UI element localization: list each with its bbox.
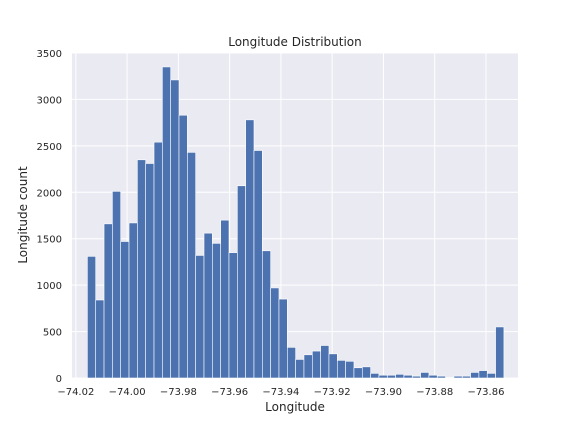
histogram-bar <box>153 141 163 379</box>
histogram-bar <box>420 372 430 379</box>
histogram-bar <box>128 222 138 379</box>
x-tick-label: −74.00 <box>109 387 146 398</box>
histogram-bar <box>428 374 438 379</box>
histogram-bar <box>287 347 296 379</box>
histogram-bar <box>328 353 338 379</box>
histogram-bar <box>436 375 446 379</box>
y-tick-label: 1500 <box>37 235 62 246</box>
x-tick-label: −73.88 <box>416 387 453 398</box>
histogram-bar <box>303 354 313 379</box>
histogram-bar <box>486 373 496 379</box>
histogram-bar <box>495 326 505 379</box>
x-axis-label: Longitude <box>265 400 325 414</box>
y-axis-label: Longitude count <box>16 166 30 264</box>
histogram-bar <box>411 375 421 379</box>
histogram-bar <box>395 373 405 379</box>
histogram-bar <box>320 345 330 379</box>
x-tick-label: −73.92 <box>314 387 351 398</box>
histogram-bar <box>461 375 471 379</box>
x-tick-label: −73.96 <box>211 387 248 398</box>
y-tick-label: 1000 <box>37 281 62 292</box>
histogram-bar <box>470 372 480 379</box>
histogram-bar <box>378 374 388 379</box>
histogram-bar <box>278 298 288 379</box>
histogram-bar <box>162 66 171 379</box>
y-tick-label: 500 <box>43 328 62 339</box>
chart-title: Longitude Distribution <box>228 35 362 49</box>
histogram-bar <box>120 241 130 379</box>
histogram-bar <box>212 243 221 379</box>
x-tick-label: −73.94 <box>262 387 299 398</box>
y-tick-label: 2000 <box>37 188 62 199</box>
histogram-bars <box>87 66 505 379</box>
x-tick-labels: −74.02 −74.00 −73.98 −73.96 −73.94 −73.92 −73.… <box>57 387 504 398</box>
histogram-bar <box>195 255 205 379</box>
histogram-bar <box>295 359 305 379</box>
histogram-bar <box>137 159 146 379</box>
histogram-bar <box>253 150 263 379</box>
histogram-bar <box>361 366 371 379</box>
histogram-bar <box>228 252 238 379</box>
histogram-bar <box>386 374 396 379</box>
histogram-bar <box>145 163 155 379</box>
histogram-bar <box>112 191 122 379</box>
y-tick-labels: 0 500 1000 1500 2000 2500 3000 3500 <box>37 49 62 385</box>
histogram-bar <box>245 119 255 379</box>
histogram-bar <box>312 350 321 379</box>
histogram-bar <box>478 370 488 379</box>
histogram-bar <box>237 185 246 379</box>
histogram-bar <box>336 360 346 379</box>
histogram-bar <box>170 79 180 379</box>
histogram-bar <box>95 299 105 379</box>
x-tick-label: −73.98 <box>160 387 197 398</box>
y-tick-label: 3500 <box>37 49 62 60</box>
histogram-bar <box>403 374 413 379</box>
histogram-bar <box>203 232 213 379</box>
histogram-bar <box>87 256 97 379</box>
histogram-bar <box>262 250 271 379</box>
histogram-bar <box>178 114 188 379</box>
histogram-bar <box>270 287 280 379</box>
histogram-bar <box>370 373 380 379</box>
x-tick-label: −73.90 <box>365 387 402 398</box>
x-tick-label: −73.86 <box>467 387 504 398</box>
x-tick-label: −74.02 <box>57 387 94 398</box>
histogram-bar <box>453 375 463 379</box>
y-tick-label: 0 <box>56 374 62 385</box>
histogram-bar <box>345 360 355 379</box>
histogram-bar <box>353 367 363 379</box>
histogram-bar <box>187 152 196 379</box>
y-tick-label: 3000 <box>37 95 62 106</box>
y-tick-label: 2500 <box>37 142 62 153</box>
histogram-bar <box>220 219 230 379</box>
histogram-bar <box>103 223 113 379</box>
